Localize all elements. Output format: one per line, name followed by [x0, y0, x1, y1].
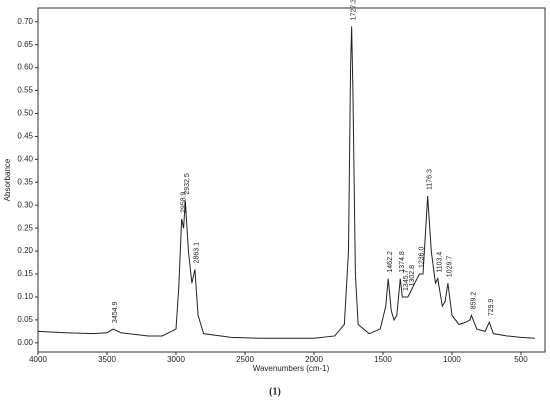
peak-label: 2863.1: [194, 242, 201, 264]
y-tick-label: 0.00: [17, 338, 33, 347]
x-tick-label: 1000: [443, 355, 461, 364]
x-tick-label: 4000: [29, 355, 47, 364]
y-tick-label: 0.25: [17, 223, 33, 232]
spectrum-line: [37, 26, 535, 339]
x-tick-label: 1500: [374, 355, 392, 364]
x-tick-label: 500: [514, 355, 528, 364]
y-tick-label: 0.70: [17, 17, 33, 26]
y-tick-label: 0.15: [17, 269, 33, 278]
caption: (1): [269, 386, 281, 397]
peak-label: 1462.2: [387, 251, 394, 273]
peak-label: 1176.3: [427, 169, 434, 190]
peak-label: 3454.9: [112, 302, 119, 324]
peak-label: 2932.5: [184, 173, 191, 195]
peak-label: 1236.0: [418, 247, 425, 269]
y-tick-label: 0.10: [17, 292, 33, 301]
y-tick-label: 0.30: [17, 200, 33, 209]
peak-label: 729.9: [488, 299, 495, 317]
plot-frame: [37, 7, 546, 353]
x-tick-label: 3500: [98, 355, 116, 364]
y-tick-label: 0.35: [17, 177, 33, 186]
y-tick-label: 0.50: [17, 109, 33, 118]
y-tick-label: 0.40: [17, 154, 33, 163]
peak-label: 1374.8: [399, 251, 406, 273]
peak-label: 2958.9: [181, 191, 188, 213]
peak-label: 1302.8: [409, 265, 416, 287]
y-tick-label: 0.05: [17, 315, 33, 324]
peak-label: 1727.3: [350, 0, 357, 20]
peak-label: 1103.4: [437, 252, 444, 273]
x-axis-label: Wavenumbers (cm-1): [253, 364, 330, 373]
x-tick-label: 2500: [236, 355, 254, 364]
y-tick-label: 0.65: [17, 40, 33, 49]
peak-label: 1029.7: [447, 256, 454, 278]
x-tick-label: 2000: [305, 355, 323, 364]
y-tick-label: 0.55: [17, 86, 33, 95]
peak-label: 859.2: [470, 292, 477, 310]
y-tick-label: 0.20: [17, 246, 33, 255]
x-tick-label: 3000: [167, 355, 185, 364]
y-tick-label: 0.45: [17, 132, 33, 141]
peak-label: 1345.7: [403, 269, 410, 291]
y-tick-label: 0.60: [17, 63, 33, 72]
y-axis-label: Absorbance: [3, 158, 12, 201]
